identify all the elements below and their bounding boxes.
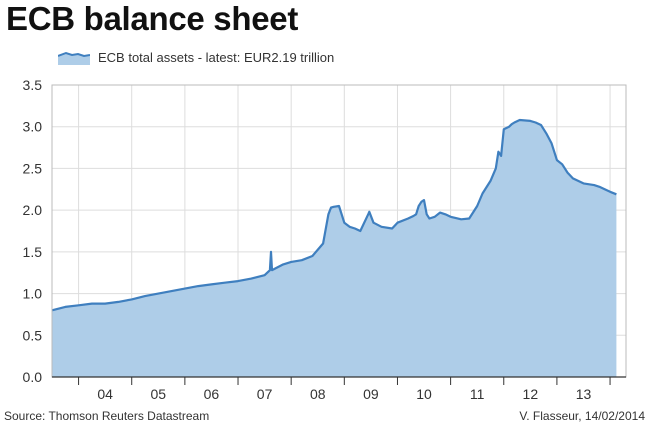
y-tick-label: 2.5 bbox=[23, 160, 43, 176]
x-tick-label: 05 bbox=[151, 386, 167, 402]
x-tick-label: 08 bbox=[310, 386, 326, 402]
y-tick-label: 1.5 bbox=[23, 244, 43, 260]
x-tick-label: 04 bbox=[97, 386, 113, 402]
x-tick-label: 09 bbox=[363, 386, 379, 402]
y-tick-label: 3.5 bbox=[23, 77, 43, 93]
legend-swatch bbox=[58, 51, 90, 65]
x-tick-label: 11 bbox=[470, 386, 485, 402]
legend-label: ECB total assets - latest: EUR2.19 trill… bbox=[98, 50, 335, 65]
y-tick-label: 1.0 bbox=[23, 286, 43, 302]
y-tick-label: 0.0 bbox=[23, 369, 43, 385]
series-area bbox=[52, 120, 617, 377]
series-line bbox=[51, 118, 617, 312]
x-tick-label: 07 bbox=[257, 386, 273, 402]
chart-title: ECB balance sheet bbox=[6, 0, 299, 37]
x-tick-label: 12 bbox=[523, 386, 539, 402]
y-tick-label: 2.0 bbox=[23, 202, 43, 218]
x-tick-label: 10 bbox=[416, 386, 432, 402]
x-tick-label: 13 bbox=[576, 386, 592, 402]
y-tick-label: 3.0 bbox=[23, 119, 43, 135]
author-credit: V. Flasseur, 14/02/2014 bbox=[519, 409, 645, 423]
legend: ECB total assets - latest: EUR2.19 trill… bbox=[58, 50, 334, 65]
source-note: Source: Thomson Reuters Datastream bbox=[4, 409, 210, 423]
y-tick-label: 0.5 bbox=[23, 327, 43, 343]
x-tick-label: 06 bbox=[204, 386, 220, 402]
